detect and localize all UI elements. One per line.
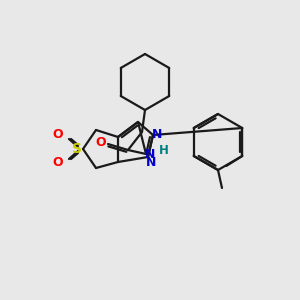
Text: N: N	[145, 148, 155, 160]
Text: O: O	[96, 136, 106, 149]
Text: N: N	[146, 155, 156, 169]
Text: N: N	[152, 128, 162, 140]
Text: O: O	[53, 128, 63, 142]
Text: H: H	[159, 145, 169, 158]
Text: O: O	[53, 157, 63, 169]
Text: S: S	[72, 142, 82, 156]
